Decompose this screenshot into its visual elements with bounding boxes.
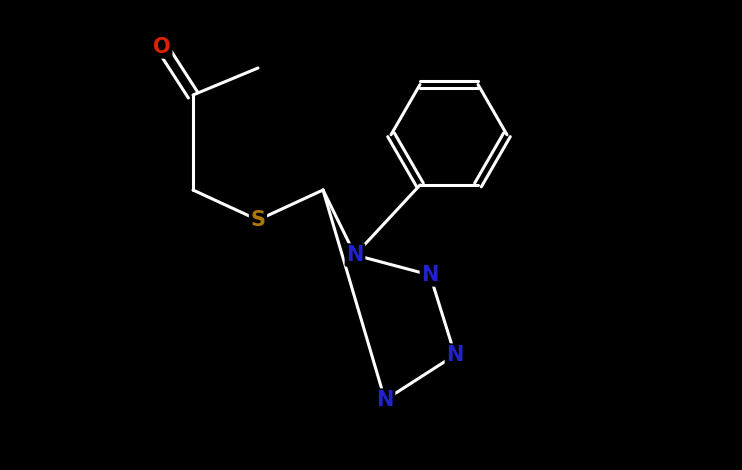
Text: S: S bbox=[251, 210, 266, 230]
Text: O: O bbox=[153, 37, 171, 57]
Text: N: N bbox=[376, 390, 394, 410]
Text: N: N bbox=[347, 245, 364, 265]
Text: N: N bbox=[421, 265, 439, 285]
Text: N: N bbox=[446, 345, 464, 365]
